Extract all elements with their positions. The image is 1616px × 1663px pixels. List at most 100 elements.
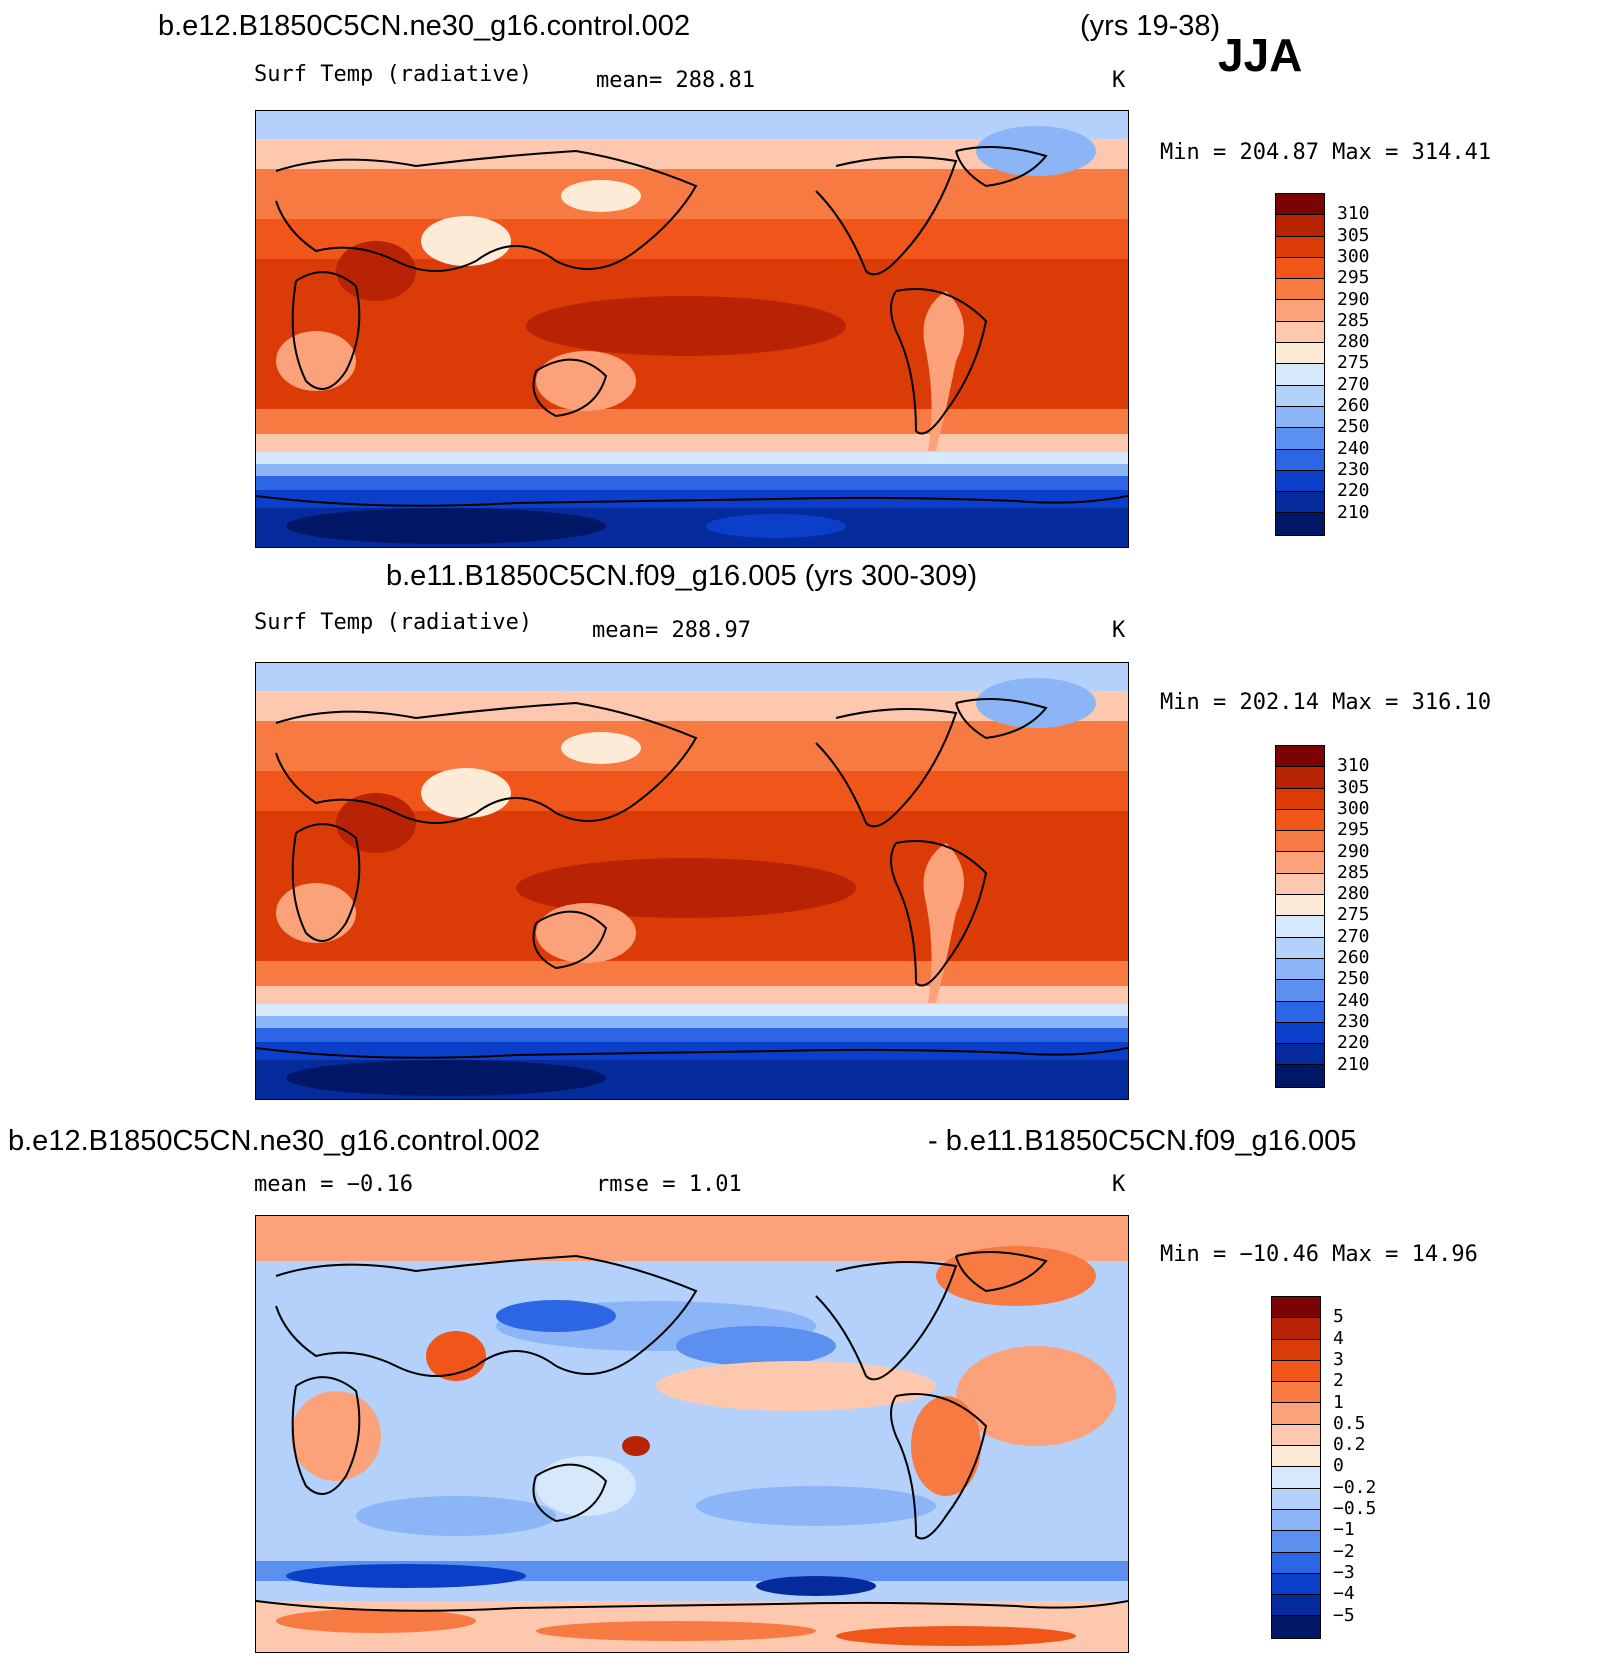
colorbar-level-label: 4 <box>1333 1327 1344 1349</box>
colorbar-level-label: 270 <box>1337 925 1370 947</box>
colorbar-level-label: 5 <box>1333 1306 1344 1328</box>
panel2-units: K <box>1112 618 1126 643</box>
colorbar-segment <box>1276 1001 1324 1023</box>
colorbar-level-label: 250 <box>1337 416 1370 438</box>
colorbar-segment <box>1272 1552 1320 1574</box>
colorbar-segment <box>1276 194 1324 216</box>
colorbar-segment <box>1272 1488 1320 1510</box>
colorbar-segment <box>1276 492 1324 514</box>
colorbar-level-label: 305 <box>1337 776 1370 798</box>
panel3-mean: mean = −0.16 <box>254 1172 413 1197</box>
colorbar-segment <box>1276 257 1324 280</box>
colorbar-segment <box>1272 1531 1320 1553</box>
panel3-rmse: rmse = 1.01 <box>596 1172 742 1197</box>
colorbar-segment <box>1276 916 1324 938</box>
colorbar-segment <box>1276 937 1324 959</box>
colorbar-segment <box>1276 300 1324 322</box>
panel3-units: K <box>1112 1172 1126 1197</box>
colorbar-level-label: 3 <box>1333 1348 1344 1370</box>
colorbar-segment <box>1272 1573 1320 1596</box>
colorbar-segment <box>1276 513 1324 535</box>
colorbar-level-label: −0.5 <box>1333 1498 1377 1519</box>
colorbar-segment <box>1276 980 1324 1002</box>
colorbar-segment <box>1272 1595 1320 1617</box>
colorbar-level-label: 210 <box>1337 501 1370 523</box>
colorbar-segment <box>1276 873 1324 896</box>
colorbar-level-label: 280 <box>1337 883 1370 905</box>
colorbar-level-label: 290 <box>1337 840 1370 862</box>
colorbar-segment <box>1276 343 1324 365</box>
panel2-mean: mean= 288.97 <box>592 618 751 643</box>
panel1-units: K <box>1112 68 1126 93</box>
colorbar-level-label: 300 <box>1337 245 1370 267</box>
colorbar-segment <box>1276 321 1324 344</box>
colorbar-level-label: 275 <box>1337 352 1370 374</box>
panel3-minmax: Min = −10.46 Max = 14.96 <box>1160 1242 1478 1267</box>
colorbar-level-label: −1 <box>1333 1519 1355 1541</box>
colorbar-segment <box>1276 895 1324 917</box>
colorbar-segment <box>1272 1318 1320 1340</box>
colorbar-level-label: 285 <box>1337 861 1370 883</box>
colorbar-segment <box>1272 1616 1320 1638</box>
colorbar-level-label: −3 <box>1333 1561 1355 1583</box>
colorbar-level-label: 250 <box>1337 968 1370 990</box>
colorbar-segment <box>1276 809 1324 832</box>
colorbar-level-label: 220 <box>1337 480 1370 502</box>
colorbar-segment <box>1276 385 1324 407</box>
case1-years: (yrs 19-38) <box>1080 10 1221 42</box>
diff-right-title: - b.e11.B1850C5CN.f09_g16.005 <box>928 1125 1357 1157</box>
colorbar-segment <box>1276 958 1324 981</box>
colorbar-segment <box>1276 279 1324 301</box>
colorbar-level-label: −5 <box>1333 1604 1355 1626</box>
colorbar-segment <box>1276 236 1324 258</box>
colorbar-level-label: 0 <box>1333 1455 1344 1477</box>
colorbar-level-label: 2 <box>1333 1370 1344 1392</box>
panel2-minmax: Min = 202.14 Max = 316.10 <box>1160 690 1492 715</box>
colorbar-segment <box>1276 746 1324 768</box>
colorbar-level-label: 275 <box>1337 904 1370 926</box>
panel1-mean: mean= 288.81 <box>596 68 755 93</box>
panel1-colorbar-box <box>1275 193 1325 536</box>
colorbar-level-label: 1 <box>1333 1391 1344 1413</box>
panel2-map <box>255 662 1129 1100</box>
colorbar-segment <box>1272 1360 1320 1383</box>
colorbar-level-label: −0.2 <box>1333 1476 1377 1498</box>
colorbar-level-label: 270 <box>1337 373 1370 395</box>
colorbar-level-label: 0.2 <box>1333 1434 1366 1456</box>
panel2-colorbar-box <box>1275 745 1325 1088</box>
colorbar-segment <box>1276 215 1324 237</box>
colorbar-level-label: 280 <box>1337 331 1370 353</box>
colorbar-level-label: 260 <box>1337 395 1370 416</box>
colorbar-segment <box>1276 788 1324 810</box>
colorbar-level-label: 240 <box>1337 437 1370 459</box>
colorbar-segment <box>1276 1022 1324 1045</box>
colorbar-level-label: 295 <box>1337 819 1370 841</box>
colorbar-segment <box>1272 1424 1320 1447</box>
colorbar-level-label: 210 <box>1337 1053 1370 1075</box>
colorbar-level-label: 285 <box>1337 309 1370 331</box>
panel3-colorbar-box <box>1271 1296 1321 1639</box>
colorbar-segment <box>1272 1467 1320 1489</box>
colorbar-segment <box>1276 406 1324 429</box>
panel3-map <box>255 1215 1129 1653</box>
colorbar-segment <box>1272 1509 1320 1532</box>
colorbar-level-label: 310 <box>1337 203 1370 225</box>
colorbar-segment <box>1272 1446 1320 1468</box>
colorbar-segment <box>1276 428 1324 450</box>
colorbar-segment <box>1276 364 1324 386</box>
colorbar-segment <box>1276 1065 1324 1087</box>
colorbar-segment <box>1276 767 1324 789</box>
colorbar-segment <box>1272 1403 1320 1425</box>
colorbar-level-label: 230 <box>1337 1010 1370 1032</box>
colorbar-level-label: 230 <box>1337 458 1370 480</box>
colorbar-segment <box>1272 1297 1320 1319</box>
colorbar-level-label: 310 <box>1337 755 1370 777</box>
colorbar-level-label: 260 <box>1337 947 1370 968</box>
colorbar-segment <box>1276 470 1324 493</box>
colorbar-segment <box>1276 852 1324 874</box>
colorbar-level-label: 240 <box>1337 989 1370 1011</box>
case1-title: b.e12.B1850C5CN.ne30_g16.control.002 <box>158 10 691 42</box>
colorbar-segment <box>1276 1044 1324 1066</box>
panel1-minmax: Min = 204.87 Max = 314.41 <box>1160 140 1492 165</box>
panel1-field: Surf Temp (radiative) <box>254 62 533 87</box>
